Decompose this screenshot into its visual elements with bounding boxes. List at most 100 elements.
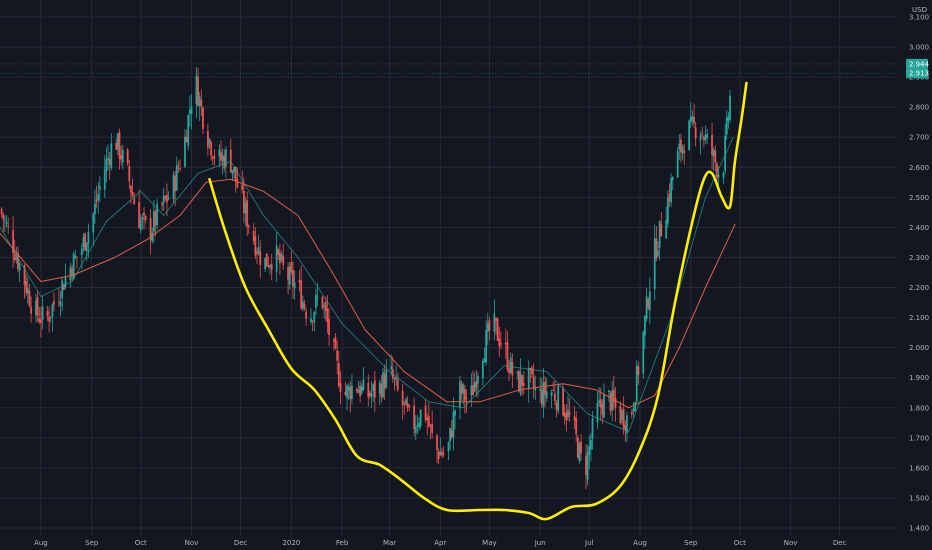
candle-body — [26, 288, 29, 294]
x-tick-label: Aug — [34, 539, 48, 547]
candle-body — [231, 170, 234, 174]
candle-body — [275, 245, 278, 272]
candle-body — [197, 77, 199, 106]
candle-body — [7, 225, 10, 227]
candle-body — [313, 311, 316, 323]
candle-body — [717, 174, 720, 178]
candle-body — [71, 268, 73, 277]
y-axis[interactable]: USD 3.1003.0002.9002.8002.7002.6002.5002… — [909, 6, 929, 533]
candle-body — [264, 258, 267, 270]
candle-body — [355, 389, 358, 392]
candle-body — [665, 220, 668, 239]
x-tick-label: Oct — [734, 539, 746, 547]
x-tick-label: Dec — [833, 539, 847, 547]
candle-body — [187, 115, 190, 146]
y-tick-label: 1.800 — [909, 404, 929, 412]
candle-body — [519, 372, 522, 394]
candle-body — [259, 251, 262, 265]
candle-body — [648, 291, 651, 311]
candle-body — [498, 338, 501, 347]
candle-body — [23, 265, 26, 285]
candle-body — [277, 249, 280, 255]
candle-body — [233, 167, 235, 172]
candle-body — [72, 253, 75, 280]
candle-body — [622, 409, 625, 429]
candle-body — [244, 202, 247, 214]
candle-body — [221, 155, 224, 162]
candle-body — [694, 127, 697, 139]
candle-body — [724, 135, 727, 171]
candle-body — [539, 388, 542, 391]
candle-body — [133, 198, 136, 205]
candle-body — [149, 218, 152, 240]
candle-body — [121, 149, 124, 163]
x-tick-label: Jun — [534, 539, 546, 547]
candle-body — [290, 262, 293, 272]
candle-body — [362, 379, 365, 391]
candle-body — [465, 397, 468, 399]
candle-body — [25, 281, 28, 293]
y-tick-label: 1.700 — [909, 434, 929, 442]
candle-body — [175, 164, 178, 191]
candle-body — [722, 172, 725, 178]
candle-body — [62, 284, 65, 291]
candle-body — [429, 424, 432, 427]
candle-body — [287, 267, 289, 281]
candle-body — [403, 401, 406, 403]
candle-body — [470, 385, 473, 396]
candle-body — [211, 156, 214, 159]
candle-body — [660, 223, 663, 237]
candle-body — [416, 425, 419, 427]
candle-body — [61, 280, 64, 299]
candle-body — [18, 263, 21, 271]
candle-body — [427, 416, 430, 427]
candle-body — [712, 149, 715, 157]
candle-body — [234, 166, 237, 181]
candle-body — [97, 193, 100, 201]
candle-body — [488, 320, 491, 332]
candle-body — [527, 367, 530, 390]
candle-body — [378, 382, 381, 394]
candle-body — [671, 177, 674, 181]
candle-body — [632, 408, 635, 412]
candle-body — [256, 251, 258, 254]
candle-body — [17, 252, 19, 269]
candle-body — [357, 389, 360, 394]
candle-body — [107, 157, 109, 160]
candle-body — [35, 300, 37, 316]
candle-body — [516, 371, 519, 373]
candle-body — [676, 151, 679, 178]
candle-body — [688, 120, 691, 151]
candle-body — [87, 231, 90, 244]
y-tick-label: 1.400 — [909, 525, 929, 533]
last-price-labels: 2.944 2.913 — [0, 58, 930, 79]
candle-body — [200, 99, 203, 106]
x-tick-label: Jul — [584, 539, 594, 547]
candle-body — [370, 392, 373, 397]
candle-body — [517, 370, 520, 392]
candle-body — [612, 389, 615, 402]
candle-body — [727, 116, 730, 121]
candle-body — [166, 194, 168, 203]
candle-body — [390, 366, 393, 370]
candle-body — [699, 135, 702, 141]
candle-body — [218, 149, 221, 157]
candle-body — [573, 416, 576, 421]
candles — [0, 66, 731, 490]
candle-body — [452, 411, 455, 438]
x-axis[interactable]: Aug Sep Oct Nov Dec 2020 Feb Mar Apr May Jun Jul Aug… — [34, 539, 847, 547]
candle-body — [531, 367, 533, 375]
candle-body — [334, 337, 337, 349]
candle-body — [74, 255, 77, 258]
grid — [0, 0, 897, 536]
ma-slow-line — [0, 178, 736, 409]
candle-body — [614, 397, 617, 408]
candle-body — [269, 264, 271, 268]
candle-body — [691, 116, 694, 121]
candle-body — [714, 150, 717, 163]
candle-body — [85, 242, 88, 252]
candle-body — [324, 301, 327, 311]
candle-body — [725, 117, 728, 135]
